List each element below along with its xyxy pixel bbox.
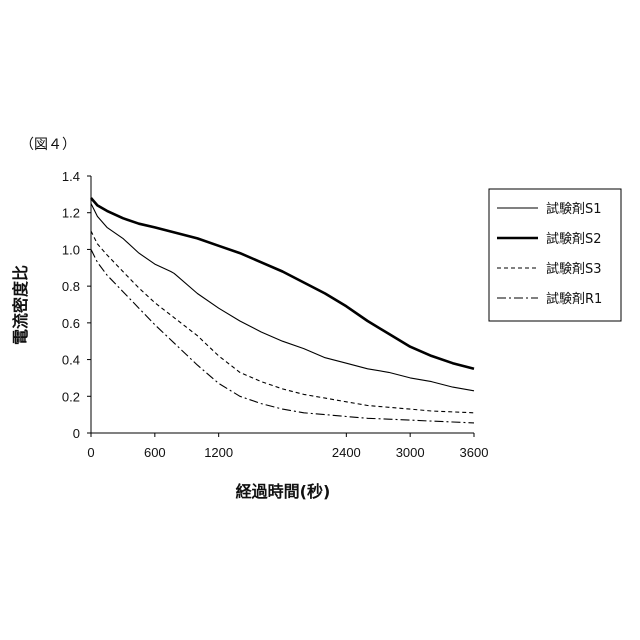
- x-tick-label: 2400: [332, 445, 361, 460]
- legend-label-4: 試験剤R1: [546, 291, 602, 307]
- y-tick-label: 0: [73, 426, 80, 441]
- y-axis-title: 電流密度比: [11, 265, 30, 345]
- x-tick-label: 600: [144, 445, 166, 460]
- x-tick-label: 3000: [396, 445, 425, 460]
- y-tick-label: 0.8: [62, 279, 80, 294]
- series-layer: [91, 198, 474, 423]
- y-tick-label: 1.0: [62, 242, 80, 257]
- y-tick-label: 1.2: [62, 206, 80, 221]
- y-tick-label: 1.4: [62, 169, 80, 184]
- axes: 0 0.2 0.4 0.6 0.8 1.0 1.2 1.4 0 600 1200 2400 3000 36…: [62, 169, 489, 460]
- x-axis-title: 経過時間(秒): [236, 482, 331, 501]
- series-line-1: [91, 204, 474, 391]
- legend-label-1: 試験剤S1: [546, 201, 602, 217]
- y-tick-label: 0.6: [62, 316, 80, 331]
- legend: 試験剤S1 試験剤S2 試験剤S3 試験剤R1: [489, 189, 621, 321]
- y-tick-label: 0.2: [62, 389, 80, 404]
- legend-label-3: 試験剤S3: [546, 261, 602, 277]
- series-line-3: [91, 231, 474, 413]
- x-tick-label: 3600: [460, 445, 489, 460]
- legend-label-2: 試験剤S2: [546, 231, 602, 247]
- series-line-4: [91, 249, 474, 423]
- series-line-2: [91, 198, 474, 369]
- y-tick-label: 0.4: [62, 353, 80, 368]
- x-tick-label: 1200: [204, 445, 233, 460]
- x-tick-label: 0: [87, 445, 94, 460]
